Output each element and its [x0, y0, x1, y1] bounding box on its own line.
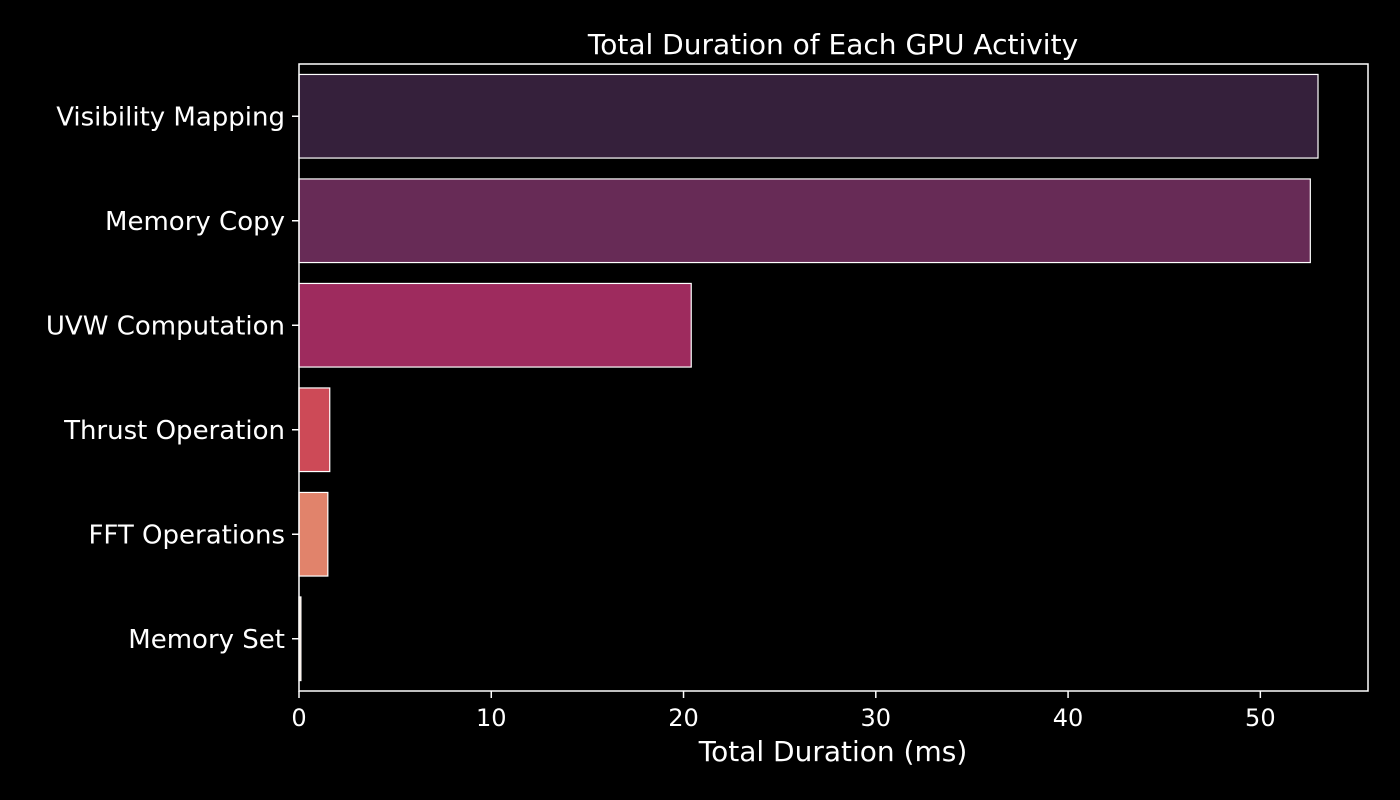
x-axis: 0 10 20 30 40 50	[291, 691, 1276, 732]
x-axis-label: Total Duration (ms)	[698, 735, 968, 768]
bar-memory-copy	[298, 178, 1311, 264]
bar-thrust-operation	[298, 387, 331, 473]
x-tick-label: 30	[861, 704, 892, 732]
x-tick-label: 0	[291, 704, 306, 732]
x-tick-label: 20	[668, 704, 699, 732]
y-tick-label: Thrust Operation	[63, 416, 285, 446]
bar-visibility-mapping	[298, 73, 1319, 159]
x-tick-label: 40	[1053, 704, 1084, 732]
x-tick-label: 10	[476, 704, 507, 732]
chart-title: Total Duration of Each GPU Activity	[587, 28, 1078, 61]
bar-uvw-computation	[298, 282, 692, 368]
x-tick-label: 50	[1245, 704, 1276, 732]
y-tick-label: UVW Computation	[46, 311, 285, 341]
y-tick-label: Visibility Mapping	[56, 102, 285, 132]
y-axis: Visibility Mapping Memory Copy UVW Computa…	[46, 102, 299, 655]
bars-layer	[298, 73, 1319, 682]
plot-frame	[298, 63, 1369, 692]
bar-fft-operations	[298, 491, 329, 577]
y-tick-label: FFT Operations	[88, 520, 285, 550]
y-tick-label: Memory Copy	[105, 207, 285, 237]
y-tick-label: Memory Set	[128, 625, 285, 655]
